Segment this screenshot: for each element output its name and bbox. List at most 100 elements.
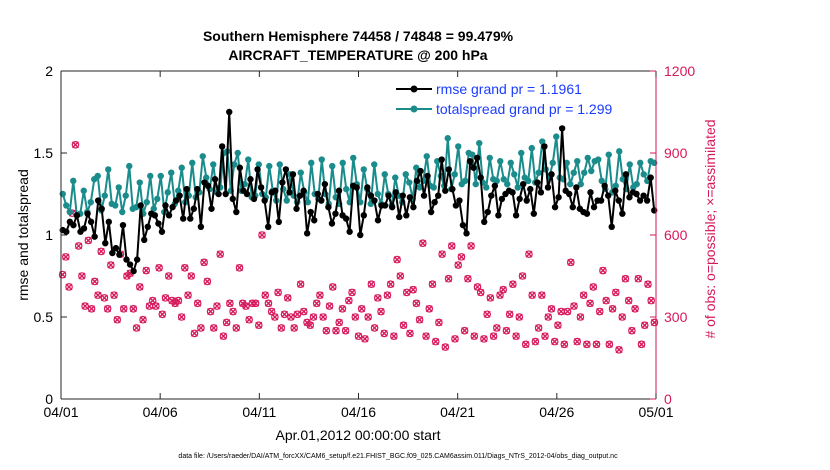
obs-possible-point [129,304,138,313]
obs-possible-point [454,261,463,269]
rmse-point [303,230,311,237]
obs-possible-point [428,280,437,289]
spread-point [525,177,532,185]
obs-assimilated-point [313,299,321,307]
obs-possible-point [316,291,324,299]
rmse-point [70,221,77,229]
spread-point [535,169,542,176]
obs-possible-point [155,263,163,272]
spread-point [507,159,514,167]
rmse-point [551,203,559,211]
obs-possible-point [380,329,389,338]
rmse-point [236,164,244,171]
obs-assimilated-point [190,329,198,337]
rmse-point [597,197,605,204]
obs-possible-point [264,299,273,308]
spread-point [392,174,399,181]
obs-possible-point [390,332,398,340]
obs-assimilated-point [355,332,362,340]
obs-assimilated-point [200,258,208,266]
rmse-point [300,187,307,194]
obs-assimilated-point [75,242,83,250]
spread-point [94,172,101,180]
y-tick-label-right: 900 [664,145,688,161]
obs-assimilated-point [457,253,465,261]
obs-assimilated-point [515,313,523,321]
obs-assimilated-point [162,294,170,302]
spread-point [115,184,122,191]
obs-possible-point [245,315,253,324]
obs-possible-point [441,343,450,351]
obs-possible-point [152,302,160,310]
rmse-point [371,197,378,204]
obs-assimilated-point [284,294,292,302]
obs-possible-point [193,299,202,308]
rmse-point [544,184,552,191]
obs-possible-point [351,313,360,321]
obs-possible-point [345,296,353,305]
obs-possible-point [586,299,594,308]
y-axis-left-label: rmse and totalspread [15,169,31,301]
obs-assimilated-point [133,324,141,332]
obs-possible-point [528,291,536,299]
obs-possible-point [605,340,614,349]
obs-possible-point [470,332,479,340]
obs-possible-point [573,337,582,346]
obs-assimilated-point [219,332,227,340]
spread-point [584,154,591,162]
obs-assimilated-point [158,310,166,318]
obs-assimilated-point [229,308,237,316]
rmse-point [427,208,435,216]
obs-assimilated-point [242,302,250,310]
obs-assimilated-point [522,340,530,348]
rmse-point [293,205,300,212]
obs-assimilated-point [416,316,424,324]
obs-assimilated-point [306,321,314,329]
obs-possible-point [300,307,308,316]
y-tick-label-right: 300 [664,309,688,325]
obs-possible-point [618,313,627,321]
obs-possible-point [113,315,122,324]
rmse-point [91,233,98,240]
obs-assimilated-point [557,308,565,316]
obs-assimilated-point [281,310,289,318]
spread-point [154,195,161,203]
obs-possible-point [386,280,395,289]
obs-assimilated-point [605,340,613,348]
obs-assimilated-point [406,329,414,337]
rmse-point [250,195,258,203]
obs-assimilated-point [129,305,137,313]
spread-point [339,159,346,167]
obs-possible-point [531,337,540,346]
obs-possible-point [181,263,189,272]
obs-possible-point [570,302,578,310]
obs-assimilated-point [467,242,475,250]
obs-possible-point [309,313,318,321]
rmse-point [399,192,406,199]
obs-assimilated-point [615,346,623,354]
spread-point [203,174,210,181]
obs-possible-point [119,304,128,313]
obs-assimilated-point [226,299,234,307]
spread-point [539,138,546,145]
x-tick-label: 04/21 [440,404,475,420]
obs-assimilated-point [136,283,144,291]
rmse-point [204,182,212,189]
spread-point [528,144,535,152]
spread-point [304,199,311,206]
spread-point [283,197,290,204]
spread-point [581,169,588,176]
rmse-point [172,197,180,204]
rmse-point [385,192,392,199]
obs-possible-point [251,299,260,308]
obs-possible-point [608,304,617,313]
obs-possible-point [90,277,99,286]
obs-possible-point [492,324,501,332]
obs-possible-point [640,321,649,330]
obs-assimilated-point [419,239,427,247]
obs-assimilated-point [71,141,79,149]
y-tick-label-right: 0 [664,391,672,407]
spread-point [164,189,171,196]
rmse-point [491,182,499,189]
obs-possible-point [621,274,630,283]
